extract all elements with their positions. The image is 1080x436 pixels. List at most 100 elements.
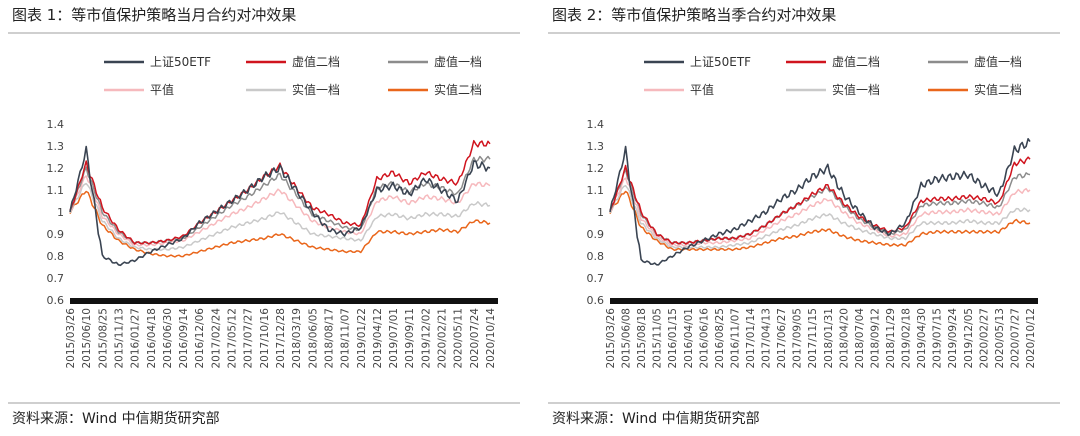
x-tick-label: 2015/03/26 bbox=[65, 308, 77, 369]
x-tick-label: 2016/12/06 bbox=[194, 308, 206, 369]
x-tick-label: 2018/01/31 bbox=[823, 308, 835, 369]
legend-label: 虚值一档 bbox=[434, 54, 482, 69]
source-note: 资料来源：Wind 中信期货研究部 bbox=[552, 411, 760, 427]
y-tick-label: 1 bbox=[597, 206, 604, 219]
x-tick-label: 2017/07/27 bbox=[243, 308, 255, 369]
x-tick-label: 2018/03/19 bbox=[291, 308, 303, 369]
legend-item: 上证50ETF bbox=[104, 55, 211, 69]
source-note: 资料来源：Wind 中信期货研究部 bbox=[12, 411, 220, 427]
y-tick-label: 0.8 bbox=[587, 250, 605, 263]
divider bbox=[8, 402, 520, 404]
legend-item: 虚值一档 bbox=[388, 54, 482, 69]
x-tick-label: 2019/12/05 bbox=[963, 308, 975, 369]
x-tick-label: 2018/11/29 bbox=[885, 308, 897, 369]
x-tick-label: 2015/11/13 bbox=[114, 308, 126, 369]
x-tick-label: 2019/09/11 bbox=[404, 308, 416, 369]
divider bbox=[8, 32, 520, 34]
x-tick-label: 2015/11/05 bbox=[652, 308, 664, 369]
series-line-4 bbox=[69, 182, 491, 252]
x-tick-label: 2020/05/11 bbox=[453, 308, 465, 369]
series-line-2 bbox=[69, 155, 491, 245]
legend-item: 虚值二档 bbox=[786, 54, 880, 69]
x-tick-label: 2017/02/24 bbox=[210, 308, 222, 369]
legend-item: 实值一档 bbox=[786, 82, 880, 97]
x-axis bbox=[610, 298, 1038, 304]
x-tick-label: 2016/01/15 bbox=[667, 308, 679, 369]
x-tick-label: 2017/01/14 bbox=[745, 308, 757, 369]
x-tick-label: 2015/08/18 bbox=[636, 308, 648, 369]
series-line-1 bbox=[69, 139, 491, 245]
x-tick-label: 2015/06/10 bbox=[81, 308, 93, 369]
legend-label: 实值二档 bbox=[434, 82, 482, 97]
legend-item: 虚值二档 bbox=[246, 54, 340, 69]
y-tick-label: 1.3 bbox=[587, 140, 605, 153]
legend-label: 上证50ETF bbox=[690, 55, 751, 69]
x-tick-label: 2018/09/12 bbox=[869, 308, 881, 369]
x-tick-label: 2016/06/16 bbox=[698, 308, 710, 369]
legend-label: 平值 bbox=[150, 82, 174, 97]
legend-label: 实值一档 bbox=[292, 82, 340, 97]
x-tick-label: 2018/08/17 bbox=[324, 308, 336, 369]
x-tick-label: 2016/04/01 bbox=[683, 308, 695, 369]
x-tick-label: 2019/04/12 bbox=[372, 308, 384, 369]
series-line-0 bbox=[69, 145, 491, 267]
x-tick-label: 2016/09/14 bbox=[178, 308, 190, 369]
y-tick-label: 0.9 bbox=[47, 228, 65, 241]
y-tick-label: 1.4 bbox=[587, 118, 605, 131]
x-tick-label: 2020/07/27 bbox=[1009, 308, 1021, 369]
series-line-4 bbox=[609, 184, 1031, 250]
x-tick-label: 2017/10/16 bbox=[259, 308, 271, 369]
y-tick-label: 0.9 bbox=[587, 228, 605, 241]
legend-label: 实值一档 bbox=[832, 82, 880, 97]
x-tick-label: 2019/09/24 bbox=[947, 308, 959, 369]
x-tick-label: 2020/02/21 bbox=[437, 308, 449, 369]
x-tick-label: 2017/05/12 bbox=[227, 308, 239, 369]
x-tick-label: 2016/04/18 bbox=[146, 308, 158, 369]
chart-panel-1: 图表 1：等市值保护策略当月合约对冲效果 上证50ETF 虚值二档 虚值一档平值 实值… bbox=[8, 0, 538, 436]
x-tick-label: 2020/07/24 bbox=[469, 308, 481, 369]
series-line-1 bbox=[609, 156, 1031, 245]
divider bbox=[548, 32, 1060, 34]
x-tick-label: 2017/09/05 bbox=[792, 308, 804, 369]
x-tick-label: 2016/01/27 bbox=[130, 308, 142, 369]
divider bbox=[548, 402, 1060, 404]
legend-label: 平值 bbox=[690, 82, 714, 97]
legend-label: 实值二档 bbox=[974, 82, 1022, 97]
series-line-0 bbox=[609, 138, 1031, 266]
chart-title: 图表 2：等市值保护策略当季合约对冲效果 bbox=[552, 6, 837, 24]
legend-label: 虚值一档 bbox=[974, 54, 1022, 69]
chart-panel-2: 图表 2：等市值保护策略当季合约对冲效果 上证50ETF 虚值二档 虚值一档平值 实值… bbox=[548, 0, 1078, 436]
legend-item: 上证50ETF bbox=[644, 55, 751, 69]
x-tick-label: 2018/07/04 bbox=[854, 308, 866, 369]
y-tick-label: 1.4 bbox=[47, 118, 65, 131]
legend-label: 虚值二档 bbox=[292, 54, 340, 69]
series-line-5 bbox=[609, 190, 1031, 252]
legend-label: 虚值二档 bbox=[832, 54, 880, 69]
x-tick-label: 2019/12/02 bbox=[420, 308, 432, 369]
legend-item: 虚值一档 bbox=[928, 54, 1022, 69]
x-tick-label: 2016/06/30 bbox=[162, 308, 174, 369]
y-tick-label: 1.1 bbox=[47, 184, 65, 197]
legend-item: 平值 bbox=[644, 82, 714, 97]
y-tick-label: 1.1 bbox=[587, 184, 605, 197]
x-tick-label: 2015/03/26 bbox=[605, 308, 617, 369]
chart-title: 图表 1：等市值保护策略当月合约对冲效果 bbox=[12, 6, 297, 24]
x-tick-label: 2019/07/15 bbox=[932, 308, 944, 369]
x-axis bbox=[70, 298, 498, 304]
x-tick-label: 2017/11/15 bbox=[807, 308, 819, 369]
x-tick-label: 2017/04/13 bbox=[761, 308, 773, 369]
y-tick-label: 1.2 bbox=[47, 162, 65, 175]
x-tick-label: 2020/10/12 bbox=[1025, 308, 1037, 369]
legend-item: 实值二档 bbox=[388, 82, 482, 97]
x-tick-label: 2020/02/27 bbox=[978, 308, 990, 369]
x-tick-label: 2018/06/05 bbox=[307, 308, 319, 369]
legend-item: 实值一档 bbox=[246, 82, 340, 97]
x-tick-label: 2016/11/07 bbox=[729, 308, 741, 369]
y-tick-label: 0.6 bbox=[47, 294, 65, 307]
x-tick-label: 2015/08/25 bbox=[97, 308, 109, 369]
series-line-2 bbox=[609, 168, 1031, 245]
x-tick-label: 2015/06/08 bbox=[621, 308, 633, 369]
y-tick-label: 0.6 bbox=[587, 294, 605, 307]
